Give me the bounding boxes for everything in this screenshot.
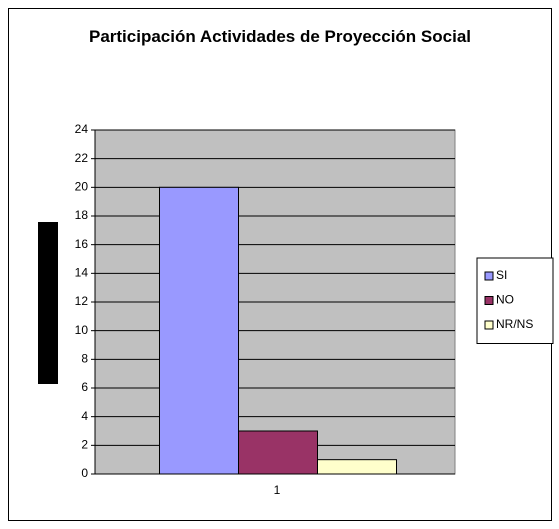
y-tick-label: 22 [75,151,89,165]
bar [238,430,318,475]
x-tick-label: 1 [274,483,281,497]
y-tick-label: 0 [81,466,88,480]
y-tick-label: 16 [75,237,89,251]
y-tick-label: 2 [81,438,88,452]
legend-label: NO [496,293,514,307]
y-tick-label: 4 [81,409,88,423]
y-tick-label: 24 [75,122,89,136]
y-tick-label: 8 [81,352,88,366]
y-tick-label: 6 [81,380,88,394]
bar [317,459,397,475]
bar [159,186,239,475]
legend-label: NR/NS [496,317,533,331]
legend-swatch [484,296,494,305]
redacted-axis-label [38,222,58,384]
y-tick-label: 18 [75,208,89,222]
legend-swatch [484,320,494,330]
y-tick-label: 14 [75,266,89,280]
y-tick-label: 10 [75,323,89,337]
legend-label: SI [496,268,507,282]
legend-swatch [484,271,494,281]
y-tick-label: 12 [75,294,89,308]
chart-title: Participación Actividades de Proyección … [88,27,471,46]
y-tick-label: 20 [75,180,89,194]
